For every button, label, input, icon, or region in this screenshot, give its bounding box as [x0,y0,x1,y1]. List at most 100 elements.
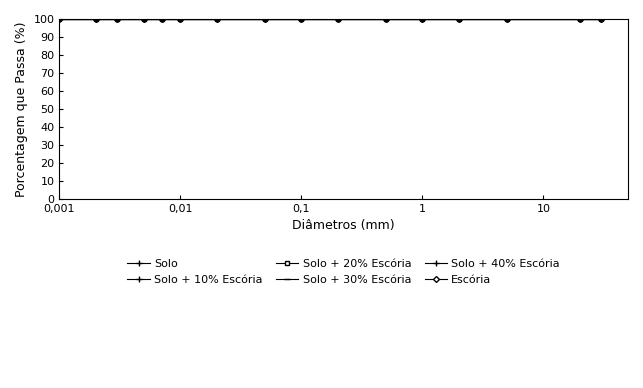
Solo + 40% Escória [503,17,511,21]
Solo [382,17,390,21]
Solo + 20% Escória [382,17,390,21]
Solo + 40% Escória [213,17,221,21]
Solo + 40% Escória [597,17,605,21]
Solo [576,17,584,21]
Escória [113,17,121,21]
Solo + 30% Escória [597,17,605,21]
Solo + 10% Escória [455,17,463,21]
Solo + 40% Escória [298,17,305,21]
Solo + 10% Escória [261,17,269,21]
Y-axis label: Porcentagem que Passa (%): Porcentagem que Passa (%) [15,21,28,197]
Solo + 20% Escória [576,17,584,21]
Solo [213,17,221,21]
Escória [503,17,511,21]
Solo + 30% Escória [298,17,305,21]
Solo + 40% Escória [92,17,100,21]
Solo + 30% Escória [382,17,390,21]
Escória [177,17,185,21]
Solo + 10% Escória [213,17,221,21]
Escória [334,17,341,21]
Solo + 40% Escória [140,17,148,21]
Escória [92,17,100,21]
Solo + 10% Escória [92,17,100,21]
Solo + 10% Escória [419,17,426,21]
Solo + 10% Escória [576,17,584,21]
Solo + 30% Escória [92,17,100,21]
Solo + 20% Escória [55,17,63,21]
Solo [92,17,100,21]
Solo + 30% Escória [455,17,463,21]
Solo + 40% Escória [55,17,63,21]
Line: Solo + 30% Escória: Solo + 30% Escória [56,16,604,23]
Solo + 30% Escória [419,17,426,21]
Line: Escória: Escória [57,17,603,21]
Escória [597,17,605,21]
Solo + 20% Escória [113,17,121,21]
Escória [455,17,463,21]
Solo + 20% Escória [177,17,185,21]
Solo + 30% Escória [55,17,63,21]
Solo + 10% Escória [55,17,63,21]
Solo + 10% Escória [177,17,185,21]
Escória [158,17,165,21]
Solo + 20% Escória [419,17,426,21]
Solo + 10% Escória [140,17,148,21]
Solo + 30% Escória [113,17,121,21]
Solo + 10% Escória [113,17,121,21]
Solo + 30% Escória [261,17,269,21]
Solo + 40% Escória [261,17,269,21]
Solo + 30% Escória [158,17,165,21]
Solo + 10% Escória [298,17,305,21]
Solo + 20% Escória [140,17,148,21]
Solo + 30% Escória [213,17,221,21]
Solo + 30% Escória [177,17,185,21]
Escória [140,17,148,21]
Solo + 20% Escória [92,17,100,21]
Solo + 20% Escória [158,17,165,21]
Solo + 20% Escória [298,17,305,21]
Escória [298,17,305,21]
Solo + 20% Escória [213,17,221,21]
Solo + 30% Escória [140,17,148,21]
Solo + 40% Escória [158,17,165,21]
Solo + 40% Escória [419,17,426,21]
Solo + 20% Escória [334,17,341,21]
Solo + 40% Escória [334,17,341,21]
Solo [177,17,185,21]
Solo + 30% Escória [503,17,511,21]
Legend: Solo, Solo + 10% Escória, Solo + 20% Escória, Solo + 30% Escória, Solo + 40% Esc: Solo, Solo + 10% Escória, Solo + 20% Esc… [123,255,565,289]
Solo + 40% Escória [382,17,390,21]
Solo + 40% Escória [113,17,121,21]
Solo [113,17,121,21]
Solo + 30% Escória [576,17,584,21]
Solo + 10% Escória [334,17,341,21]
Solo + 10% Escória [503,17,511,21]
Solo + 40% Escória [455,17,463,21]
Line: Solo + 10% Escória: Solo + 10% Escória [56,16,604,23]
Solo + 10% Escória [597,17,605,21]
Solo + 40% Escória [576,17,584,21]
Solo + 20% Escória [597,17,605,21]
Escória [382,17,390,21]
Solo [503,17,511,21]
Escória [55,17,63,21]
Escória [213,17,221,21]
Solo [261,17,269,21]
Solo + 20% Escória [261,17,269,21]
Solo [158,17,165,21]
Solo + 20% Escória [503,17,511,21]
Solo + 40% Escória [177,17,185,21]
Escória [419,17,426,21]
Line: Solo + 20% Escória: Solo + 20% Escória [57,17,603,21]
Line: Solo + 40% Escória: Solo + 40% Escória [56,16,604,23]
Line: Solo: Solo [56,16,604,23]
Solo [597,17,605,21]
X-axis label: Diâmetros (mm): Diâmetros (mm) [293,219,395,232]
Solo + 30% Escória [334,17,341,21]
Solo [55,17,63,21]
Escória [261,17,269,21]
Solo + 10% Escória [382,17,390,21]
Solo [419,17,426,21]
Solo [455,17,463,21]
Escória [576,17,584,21]
